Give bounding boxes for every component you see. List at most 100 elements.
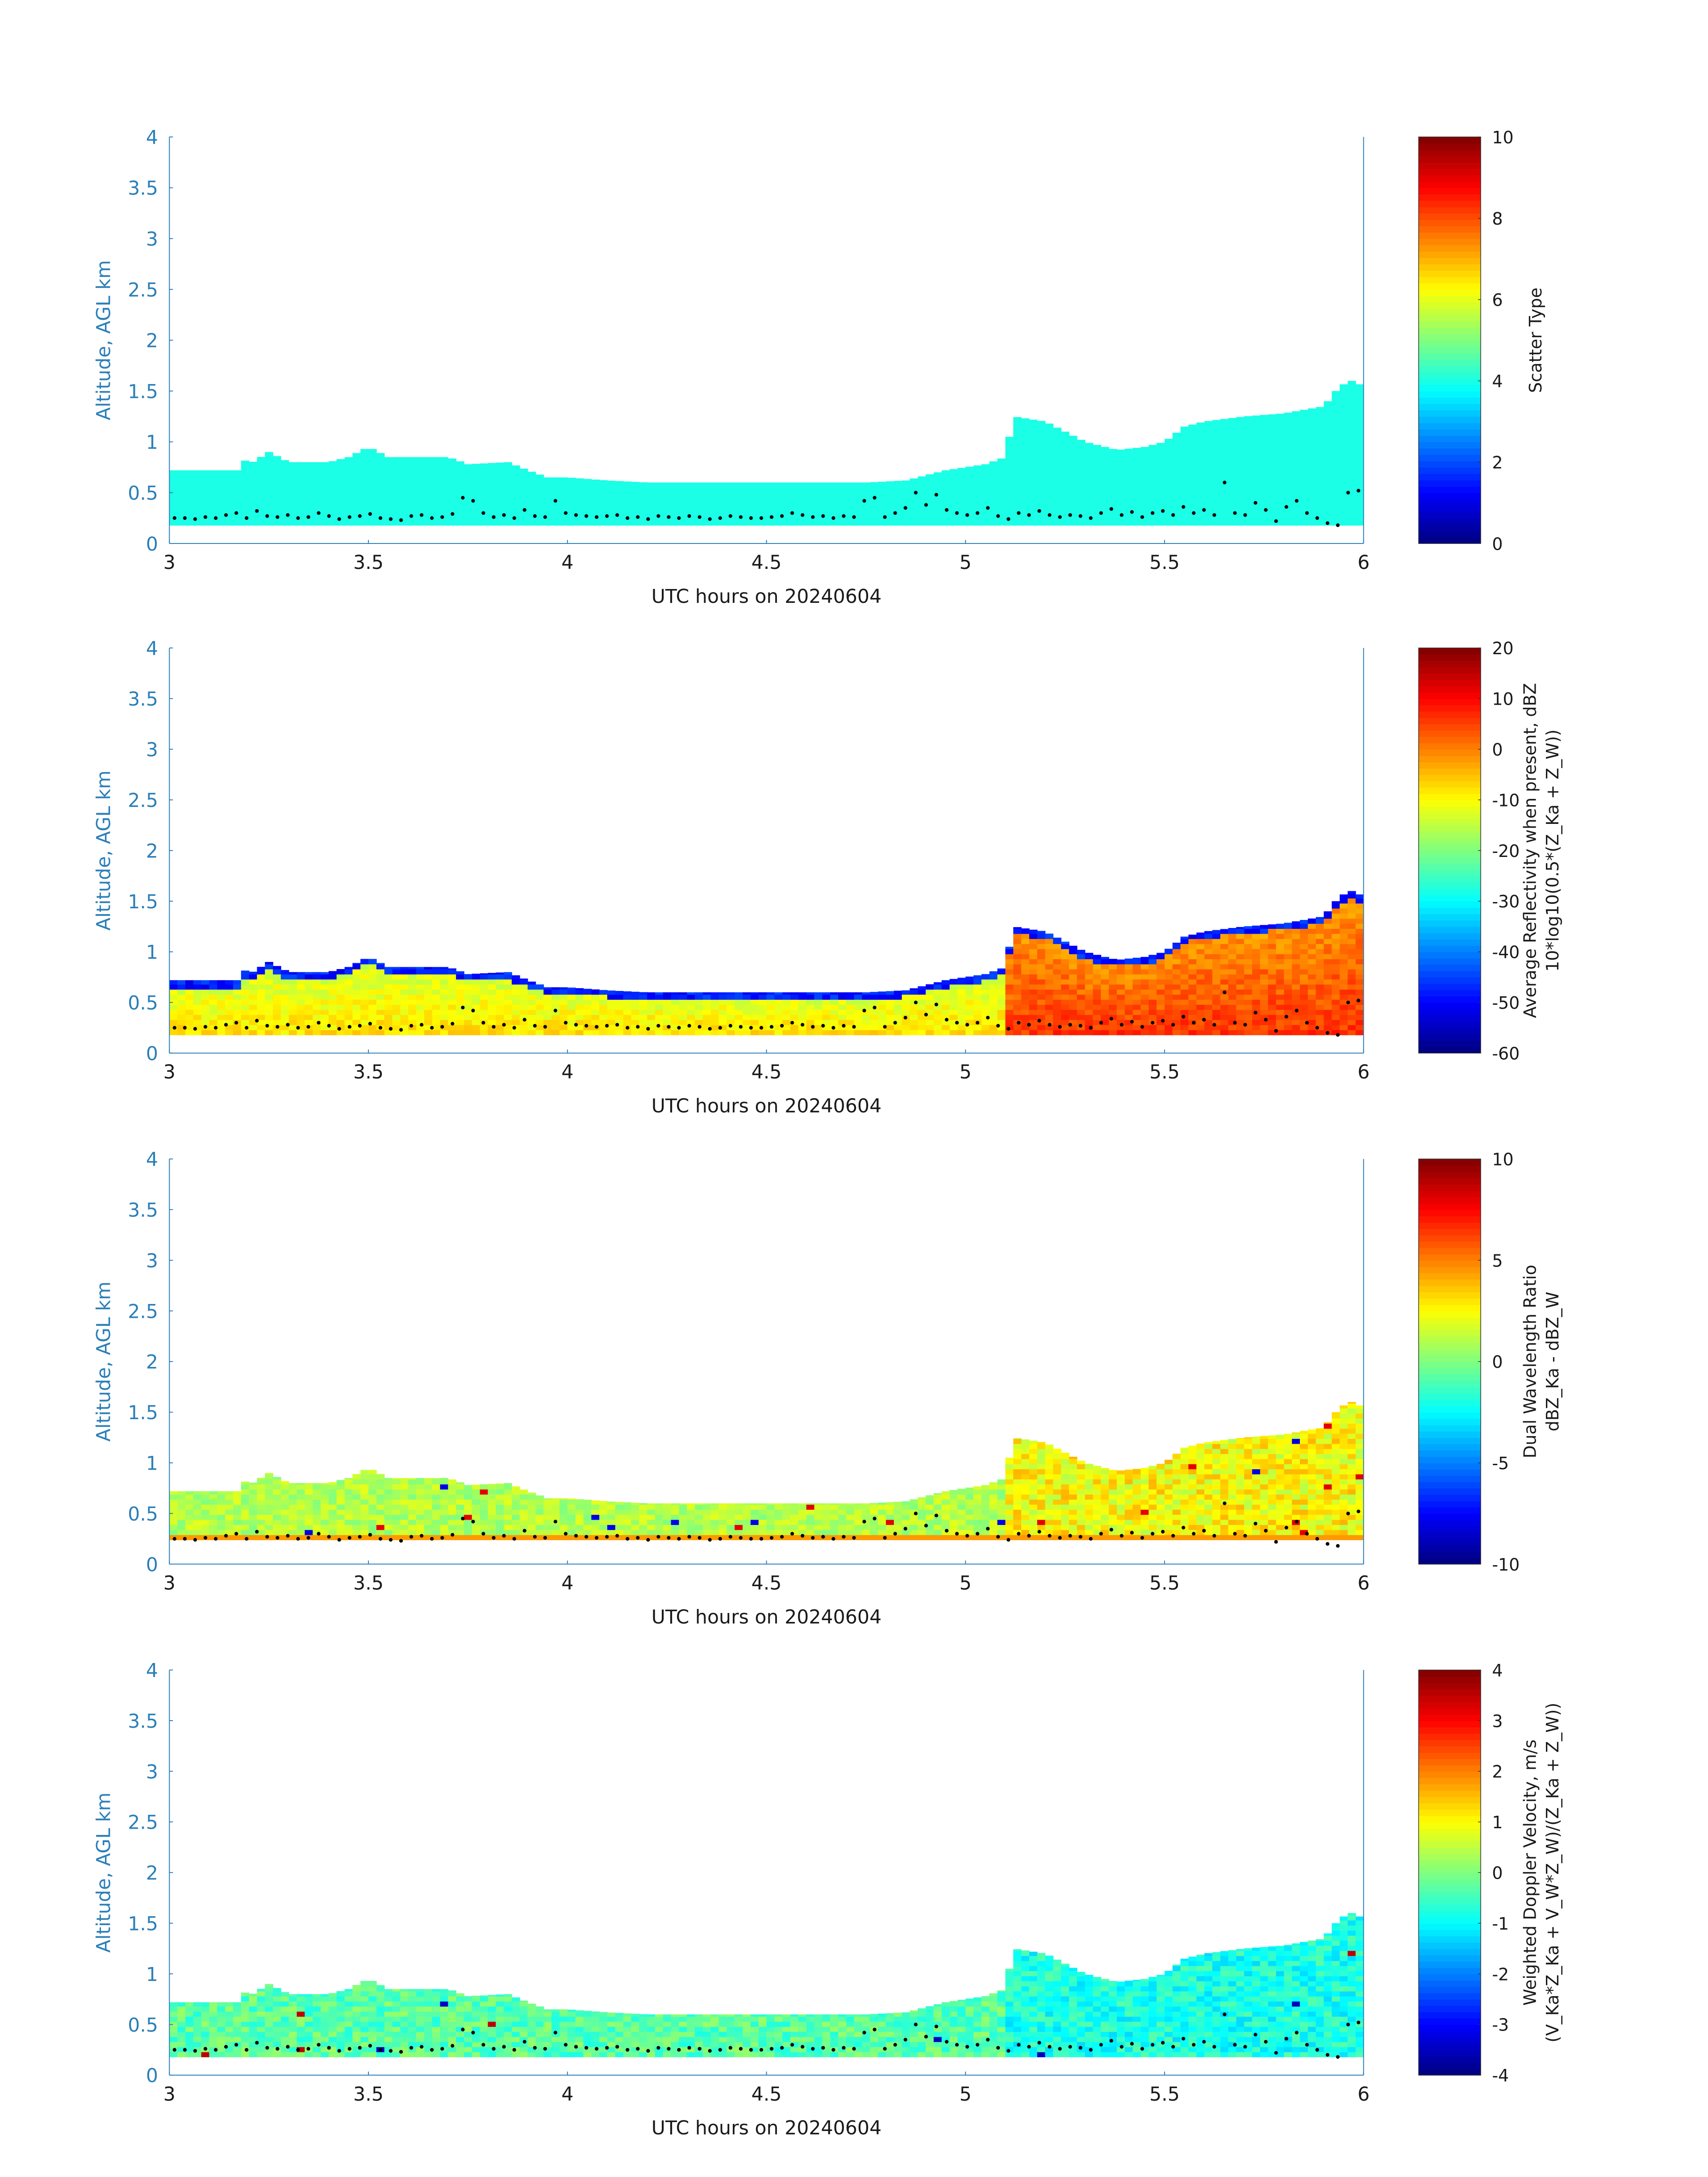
cloud-base-dot [801, 1023, 805, 1027]
heatmap-cell [1268, 500, 1277, 506]
heatmap-cell [440, 494, 449, 500]
heatmap-cell [679, 482, 687, 485]
cloud-base-dot [831, 1026, 835, 1030]
cloud-base-dot [286, 1023, 290, 1027]
heatmap-cell [1077, 1004, 1086, 1010]
heatmap-cell [743, 489, 751, 495]
heatmap-cell [1069, 1015, 1077, 1020]
heatmap-cell [193, 994, 202, 1000]
heatmap-cell [679, 1030, 687, 1036]
heatmap-cell [424, 1015, 433, 1020]
heatmap-cell [257, 1004, 266, 1010]
heatmap-cell [1085, 459, 1094, 465]
heatmap-cell [599, 510, 608, 516]
cloud-base-dot [1223, 481, 1227, 485]
heatmap-cell [1348, 434, 1356, 439]
heatmap-cell [217, 1499, 226, 1505]
colorbar-tick-label: -30 [1492, 892, 1520, 911]
heatmap-cell [790, 520, 799, 526]
heatmap-cell [1085, 505, 1094, 510]
heatmap-cells [169, 891, 1364, 1036]
heatmap-cell [1228, 494, 1237, 500]
heatmap-cell [368, 1499, 377, 1505]
y-tick-label: 3 [146, 228, 158, 251]
heatmap-cell [1268, 1009, 1277, 1015]
heatmap-cell [926, 479, 934, 485]
heatmap-cell [328, 500, 337, 506]
heatmap-cell [1260, 469, 1269, 475]
heatmap-cell [1260, 500, 1269, 506]
colorbar-swatch [1418, 486, 1481, 493]
heatmap-cell [1220, 515, 1229, 521]
heatmap-cell [313, 974, 321, 980]
heatmap-cell [1188, 979, 1197, 985]
heatmap-cell [1204, 464, 1213, 470]
heatmap-cell [384, 989, 393, 995]
heatmap-cell [1188, 999, 1197, 1005]
heatmap-cell [1069, 500, 1077, 506]
heatmap-cell [217, 1525, 226, 1530]
heatmap-cell [1307, 413, 1316, 419]
heatmap-cell [758, 520, 767, 526]
heatmap-cell [448, 458, 456, 460]
heatmap-cell [344, 1479, 353, 1485]
cloud-base-dot [955, 511, 959, 515]
heatmap-cell [488, 469, 497, 475]
heatmap-cell [790, 999, 799, 1005]
heatmap-cell [822, 1030, 831, 1036]
heatmap-cell [894, 1015, 902, 1020]
heatmap-cell [798, 1024, 807, 1030]
heatmap-cell [368, 1514, 377, 1520]
heatmap-cell [1132, 969, 1141, 975]
heatmap-cell [878, 494, 886, 500]
heatmap-cell [1093, 520, 1102, 526]
heatmap-cell [440, 469, 449, 475]
heatmap-cell [280, 464, 289, 470]
heatmap-cell [1307, 428, 1316, 435]
heatmap-cell [885, 505, 894, 510]
cloud-base-dot [492, 1025, 496, 1029]
heatmap-cell [1180, 1024, 1189, 1030]
heatmap-cell [1340, 520, 1348, 526]
cloud-base-dot [584, 514, 589, 518]
heatmap-cell [321, 479, 329, 485]
colorbar-swatch [1418, 422, 1481, 430]
heatmap-cell [392, 469, 401, 475]
heatmap-cell [336, 520, 345, 526]
heatmap-cell [201, 1030, 210, 1036]
heatmap-cell [894, 494, 902, 500]
heatmap-cell [265, 479, 273, 485]
heatmap-cell [1148, 454, 1157, 460]
heatmap-cell [1276, 999, 1285, 1005]
heatmap-cell [384, 457, 393, 460]
heatmap-cell [567, 989, 576, 995]
heatmap-cell [560, 989, 568, 995]
heatmap-cell [1220, 434, 1229, 439]
heatmap-cell [360, 1514, 369, 1520]
heatmap-cell [766, 482, 775, 485]
heatmap-cell [504, 469, 512, 475]
cloud-base-dot [842, 1024, 846, 1028]
heatmap-cell [774, 485, 783, 490]
heatmap-cell [504, 974, 512, 980]
heatmap-cell [1332, 959, 1340, 965]
heatmap-cell [1117, 994, 1125, 1000]
heatmap-cell [313, 485, 321, 490]
cloud-base-dot [1346, 491, 1350, 495]
heatmap-cell [288, 1514, 297, 1520]
heatmap-cell [1053, 520, 1061, 526]
heatmap-cell [408, 479, 417, 485]
heatmap-cell [225, 1491, 234, 1495]
heatmap-cell [1124, 969, 1133, 975]
heatmap-cell [1037, 931, 1046, 934]
heatmap-cell [1315, 964, 1324, 969]
heatmap-cell [560, 505, 568, 510]
heatmap-cell [185, 1004, 194, 1010]
heatmap-cell [1101, 494, 1109, 500]
cloud-base-dot [543, 515, 547, 519]
heatmap-cell [432, 1009, 441, 1015]
heatmap-cell [766, 1004, 775, 1010]
heatmap-cell [1101, 974, 1109, 980]
colorbar-swatch [1418, 730, 1481, 737]
heatmap-cell [941, 500, 950, 506]
